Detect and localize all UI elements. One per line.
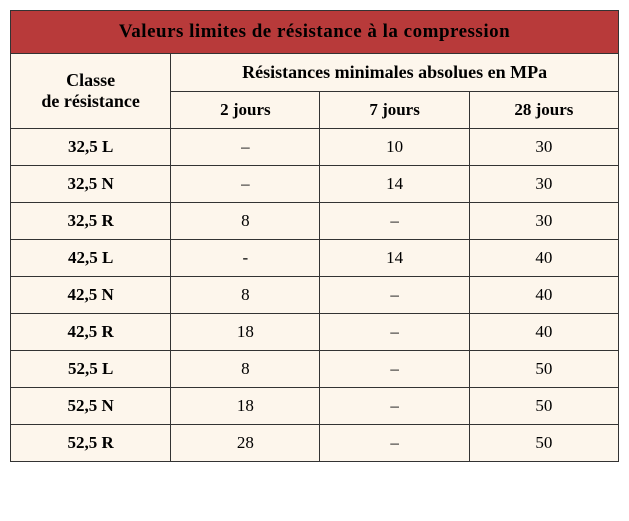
cell-j28: 40 [469, 240, 618, 277]
cell-classe: 52,5 R [11, 425, 171, 462]
header-2jours: 2 jours [171, 92, 320, 129]
cell-j7: 10 [320, 129, 469, 166]
header-classe-line1: Classe [66, 70, 115, 90]
cell-j7: – [320, 425, 469, 462]
cell-j7: – [320, 277, 469, 314]
cell-classe: 42,5 R [11, 314, 171, 351]
cell-j2: 8 [171, 203, 320, 240]
cell-j28: 50 [469, 351, 618, 388]
table-row: 42,5 R18–40 [11, 314, 619, 351]
cell-classe: 32,5 N [11, 166, 171, 203]
table-row: 32,5 N–1430 [11, 166, 619, 203]
header-row-1: Classe de résistance Résistances minimal… [11, 54, 619, 92]
table-row: 32,5 R8–30 [11, 203, 619, 240]
compression-table: Valeurs limites de résistance à la compr… [10, 10, 619, 462]
table-row: 52,5 R28–50 [11, 425, 619, 462]
cell-j2: 8 [171, 351, 320, 388]
cell-j28: 50 [469, 388, 618, 425]
cell-j2: 8 [171, 277, 320, 314]
table-title: Valeurs limites de résistance à la compr… [11, 11, 619, 54]
header-classe-line2: de résistance [41, 91, 139, 111]
cell-classe: 42,5 L [11, 240, 171, 277]
cell-j28: 40 [469, 314, 618, 351]
cell-j2: - [171, 240, 320, 277]
cell-j2: – [171, 166, 320, 203]
table-row: 32,5 L–1030 [11, 129, 619, 166]
cell-classe: 32,5 L [11, 129, 171, 166]
header-resistances: Résistances minimales absolues en MPa [171, 54, 619, 92]
cell-j7: – [320, 351, 469, 388]
cell-j28: 50 [469, 425, 618, 462]
cell-j2: 28 [171, 425, 320, 462]
cell-j7: – [320, 388, 469, 425]
table-row: 42,5 N8–40 [11, 277, 619, 314]
cell-j7: 14 [320, 166, 469, 203]
cell-j7: – [320, 314, 469, 351]
title-row: Valeurs limites de résistance à la compr… [11, 11, 619, 54]
cell-classe: 42,5 N [11, 277, 171, 314]
cell-classe: 52,5 N [11, 388, 171, 425]
cell-j28: 30 [469, 166, 618, 203]
header-7jours: 7 jours [320, 92, 469, 129]
cell-classe: 32,5 R [11, 203, 171, 240]
table-row: 52,5 N18–50 [11, 388, 619, 425]
cell-j2: – [171, 129, 320, 166]
cell-j2: 18 [171, 388, 320, 425]
table-row: 42,5 L-1440 [11, 240, 619, 277]
cell-j28: 30 [469, 203, 618, 240]
cell-j28: 30 [469, 129, 618, 166]
header-classe: Classe de résistance [11, 54, 171, 129]
table-row: 52,5 L8–50 [11, 351, 619, 388]
cell-j7: 14 [320, 240, 469, 277]
header-28jours: 28 jours [469, 92, 618, 129]
cell-j28: 40 [469, 277, 618, 314]
cell-j7: – [320, 203, 469, 240]
cell-j2: 18 [171, 314, 320, 351]
cell-classe: 52,5 L [11, 351, 171, 388]
